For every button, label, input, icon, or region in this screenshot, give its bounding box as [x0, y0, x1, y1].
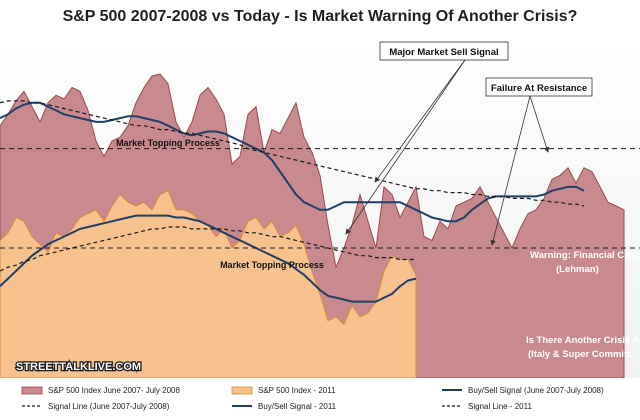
- legend: S&P 500 Index June 2007- July 2008 S&P 50…: [21, 386, 604, 411]
- series-line-3: [0, 100, 585, 207]
- watermark-text: STREETTALKLIVE.COM: [16, 361, 141, 373]
- legend-label: Signal Line (June 2007-July 2008): [48, 402, 170, 411]
- reference-line-layer: [0, 148, 640, 249]
- legend-label: S&P 500 Index June 2007- July 2008: [48, 386, 181, 395]
- legend-area: [0, 378, 640, 420]
- legend-label: S&P 500 Index - 2011: [258, 386, 336, 395]
- legend-swatch: [231, 386, 253, 395]
- warning-subtext: (Lehman): [556, 264, 599, 275]
- callout-arrow: [345, 59, 466, 235]
- legend-label: Buy/Sell Signal (June 2007-July 2008): [468, 386, 604, 395]
- line-layer: [0, 100, 585, 303]
- callout-failure-resistance: Failure At Resistance: [485, 77, 593, 246]
- chart-title: S&P 500 2007-2008 vs Today - Is Market W…: [63, 8, 578, 25]
- warning-subtext: (Italy & Super Committ: [528, 349, 631, 360]
- warning-another-crisis: Is There Another Crisis Ah (Italy & Supe…: [526, 335, 640, 360]
- legend-label: Signal Line - 2011: [468, 402, 532, 411]
- callout-sell-signal-text: Major Market Sell Signal: [389, 47, 498, 58]
- callout-arrow: [374, 59, 466, 183]
- series-line-4: [0, 214, 417, 303]
- callout-failure-text: Failure At Resistance: [491, 83, 587, 94]
- warning-financial-crisis: Warning: Financial Crisis A (Lehman): [530, 250, 640, 275]
- warning-text: Warning: Financial Crisis A: [530, 250, 640, 261]
- reference-label-lower: Market Topping Process: [220, 260, 324, 270]
- callout-arrow: [529, 95, 550, 153]
- legend-label: Buy/Sell Signal - 2011: [258, 402, 337, 411]
- callout-arrow: [490, 95, 531, 246]
- legend-swatch: [21, 386, 43, 395]
- reference-label-upper: Market Topping Process: [116, 138, 220, 148]
- warning-text: Is There Another Crisis Ah: [526, 335, 640, 346]
- area-layer: [0, 73, 625, 379]
- callout-box: [485, 77, 593, 97]
- callout-box: [379, 41, 509, 61]
- callout-sell-signal: Major Market Sell Signal: [345, 41, 509, 235]
- series-line-2: [0, 101, 585, 223]
- series-line-5: [0, 226, 416, 272]
